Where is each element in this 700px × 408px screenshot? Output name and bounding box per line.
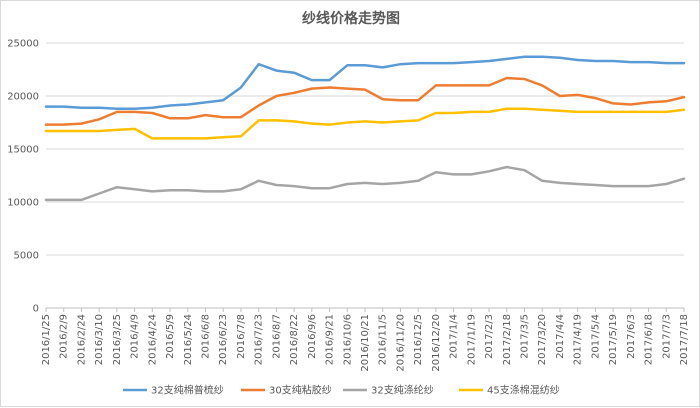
x-tick-label: 2016/7/8 bbox=[236, 314, 247, 359]
x-tick-label: 2016/5/9 bbox=[165, 314, 176, 359]
legend-label-2: 30支纯粘胶纱 bbox=[269, 384, 332, 397]
legend-label-4: 45支涤棉混纺纱 bbox=[487, 384, 560, 397]
y-tick-label: 10000 bbox=[7, 198, 39, 209]
x-tick-label: 2016/11/20 bbox=[395, 314, 406, 372]
x-tick-label: 2016/10/21 bbox=[360, 314, 371, 372]
x-tick-label: 2016/10/6 bbox=[342, 314, 353, 365]
x-tick-label: 2016/2/9 bbox=[59, 314, 70, 359]
legend-label-1: 32支纯棉普梳纱 bbox=[151, 384, 224, 397]
y-tick-label: 0 bbox=[33, 304, 39, 315]
x-tick-label: 2017/7/18 bbox=[679, 314, 690, 365]
x-tick-label: 2016/4/9 bbox=[130, 314, 141, 359]
x-tick-label: 2016/7/23 bbox=[254, 314, 265, 365]
gridlines bbox=[46, 42, 684, 309]
y-tick-label: 25000 bbox=[7, 39, 39, 50]
x-tick-label: 2017/3/5 bbox=[520, 314, 531, 359]
y-tick-label: 15000 bbox=[7, 145, 39, 156]
series-lines bbox=[44, 55, 686, 202]
y-tick-label: 5000 bbox=[14, 251, 39, 262]
x-tick-label: 2016/12/20 bbox=[431, 314, 442, 372]
chart-title: 纱线价格走势图 bbox=[302, 10, 400, 27]
x-tick-label: 2016/9/6 bbox=[307, 314, 318, 359]
x-tick-label: 2017/5/4 bbox=[590, 314, 601, 359]
x-tick-label: 2017/2/3 bbox=[484, 314, 495, 359]
series-line-1 bbox=[44, 55, 686, 110]
x-tick-label: 2017/1/19 bbox=[466, 314, 477, 365]
x-tick-label: 2016/4/24 bbox=[147, 314, 158, 365]
legend: 32支纯棉普梳纱 30支纯粘胶纱 32支纯涤纶纱 45支涤棉混纺纱 bbox=[123, 384, 560, 397]
x-tick-label: 2017/1/4 bbox=[449, 314, 460, 359]
y-tick-label: 20000 bbox=[7, 92, 39, 103]
x-tick-label: 2016/3/10 bbox=[94, 314, 105, 365]
x-tick-label: 2017/6/3 bbox=[626, 314, 637, 359]
x-tick-label: 2016/2/24 bbox=[76, 314, 87, 365]
x-tick-label: 2017/6/18 bbox=[644, 314, 655, 365]
x-tick-label: 2017/5/19 bbox=[608, 314, 619, 365]
x-tick-label: 2016/9/21 bbox=[325, 314, 336, 365]
series-line-4 bbox=[44, 107, 686, 140]
x-tick-label: 2016/11/5 bbox=[378, 314, 389, 365]
axes: 0 5000 10000 15000 20000 25000 2016/1/25 2016/2… bbox=[7, 39, 690, 372]
x-tick-label: 2017/3/20 bbox=[537, 314, 548, 365]
series-line-3 bbox=[44, 165, 686, 202]
x-tick-label: 2017/4/4 bbox=[555, 314, 566, 359]
x-tick-label: 2016/12/5 bbox=[413, 314, 424, 365]
x-tick-label: 2016/1/25 bbox=[41, 314, 52, 365]
x-tick-label: 2016/8/7 bbox=[271, 314, 282, 359]
x-tick-label: 2017/2/18 bbox=[502, 314, 513, 365]
legend-label-3: 32支纯涤纶纱 bbox=[371, 384, 434, 397]
x-tick-label: 2017/7/3 bbox=[661, 314, 672, 359]
x-tick-label: 2016/6/8 bbox=[201, 314, 212, 359]
x-tick-label: 2016/8/22 bbox=[289, 314, 300, 365]
x-tick-label: 2017/4/19 bbox=[573, 314, 584, 365]
x-tick-label: 2016/6/23 bbox=[218, 314, 229, 365]
x-tick-label: 2016/5/24 bbox=[183, 314, 194, 365]
x-tick-label: 2016/3/25 bbox=[112, 314, 123, 365]
series-line-2 bbox=[44, 76, 686, 126]
